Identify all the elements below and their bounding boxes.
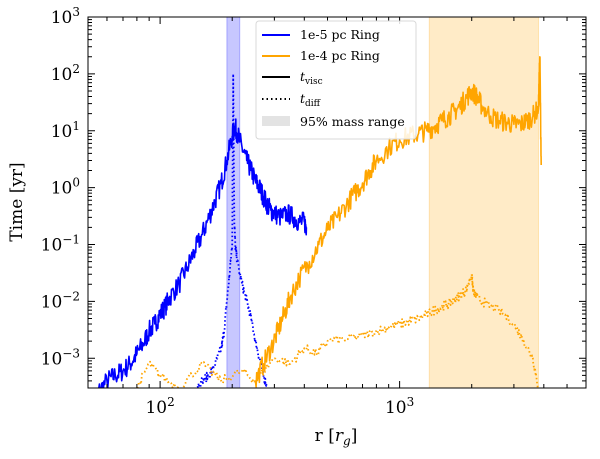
legend-label-0: 1e-5 pc Ring	[300, 27, 380, 42]
y-tick-label: 10−1	[41, 233, 80, 256]
series-line-0-t_visc	[98, 118, 308, 388]
plot-frame	[87, 16, 587, 389]
x-tick-label: 103	[385, 395, 414, 418]
x-axis-title: r [rg]	[315, 426, 358, 448]
legend-label-1: 1e-4 pc Ring	[300, 48, 380, 63]
legend-swatch-4	[262, 116, 290, 126]
x-tick-label: 102	[145, 395, 174, 418]
y-tick-label: 100	[51, 176, 80, 199]
legend-box	[255, 20, 417, 140]
y-tick-label: 102	[51, 62, 80, 85]
legend-label-4: 95% mass range	[300, 114, 405, 129]
mass-range-shade-0	[226, 16, 241, 389]
y-tick-label: 103	[51, 5, 80, 28]
legend-label-3: tdiff	[300, 91, 321, 109]
series-line-1-t_diff	[195, 73, 268, 388]
axis-ticks	[87, 16, 587, 389]
series-line-2-t_visc	[254, 56, 542, 388]
y-tick-label: 101	[51, 119, 80, 142]
tick-labels: 102 103 10−3 10−2 10−1 100 101 102 103	[41, 5, 415, 418]
y-tick-label: 10−2	[41, 289, 80, 312]
mass-range-shade-1	[428, 16, 539, 389]
legend: 1e-5 pc Ring 1e-4 pc Ring tvisc tdiff 95…	[255, 20, 417, 140]
y-tick-label: 10−3	[41, 346, 80, 369]
mass-range-shades	[226, 16, 539, 389]
legend-label-2: tvisc	[300, 69, 323, 87]
y-axis-title: Time [yr]	[7, 162, 27, 241]
series-lines	[98, 56, 542, 388]
